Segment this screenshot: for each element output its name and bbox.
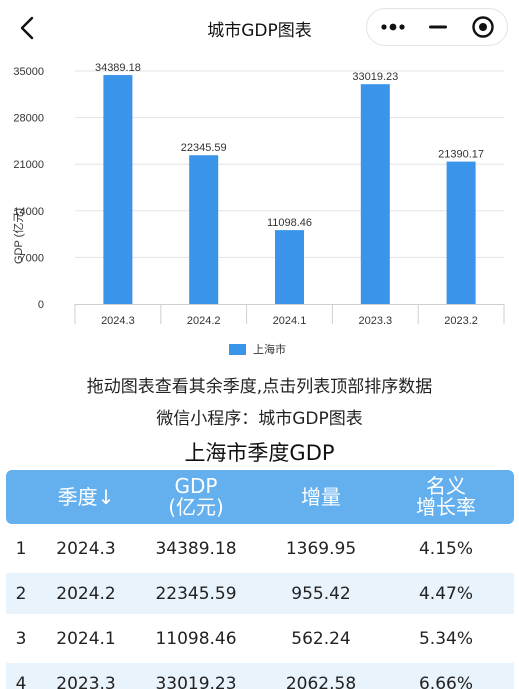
rank-cell: 3 bbox=[15, 628, 27, 649]
rate-column-header[interactable]: 名义 增长率 bbox=[386, 470, 506, 524]
chart-x-tick-label: 2023.2 bbox=[444, 315, 478, 327]
chart-bar[interactable] bbox=[446, 161, 476, 304]
table-row: 4 2023.3 33019.23 2062.58 6.66% bbox=[6, 663, 514, 689]
gdp-cell: 11098.46 bbox=[155, 628, 237, 649]
rate-cell: 4.47% bbox=[418, 583, 473, 604]
gdp-header-label: GDP bbox=[174, 474, 218, 498]
chart-y-tick-label: 35000 bbox=[13, 66, 44, 78]
season-cell: 2023.3 bbox=[56, 673, 116, 689]
chart-x-tick-label: 2023.3 bbox=[358, 315, 392, 327]
chart-value-labels: 34389.18 22345.59 11098.46 33019.23 21390.17 bbox=[95, 62, 484, 229]
table-title: 上海市季度GDP bbox=[184, 441, 335, 465]
rate-cell: 6.66% bbox=[418, 673, 473, 689]
more-button[interactable] bbox=[369, 9, 416, 45]
chart-x-tick-label: 2024.2 bbox=[187, 315, 221, 327]
chart-y-tick-label: 14000 bbox=[13, 206, 44, 218]
growth-cell: 1369.95 bbox=[285, 538, 357, 559]
growth-column-header[interactable]: 增量 bbox=[261, 470, 381, 524]
chart-data-label: 34389.18 bbox=[95, 62, 141, 74]
page-title: 城市GDP图表 bbox=[207, 21, 312, 41]
chart-legend[interactable]: 上海市 bbox=[229, 341, 286, 357]
rate-header-label-1: 名义 bbox=[426, 474, 466, 498]
target-close-icon bbox=[471, 16, 494, 38]
minimize-icon bbox=[428, 25, 447, 29]
gdp-cell: 33019.23 bbox=[155, 673, 237, 689]
season-header-label: 季度↓ bbox=[57, 484, 115, 509]
season-cell: 2024.1 bbox=[56, 628, 116, 649]
back-button[interactable] bbox=[14, 14, 42, 42]
growth-cell: 562.24 bbox=[291, 628, 351, 649]
mini-program-name-text: 微信小程序：城市GDP图表 bbox=[156, 409, 363, 429]
chart-bar[interactable] bbox=[189, 155, 219, 304]
table-row: 1 2024.3 34389.18 1369.95 4.15% bbox=[6, 528, 514, 569]
rank-cell: 1 bbox=[15, 538, 27, 559]
chart-canvas: 0 7000 14000 21000 28000 35000 34389.18 22345.… bbox=[12, 62, 505, 327]
chart-y-axis-label: GDP (亿元) bbox=[12, 208, 25, 264]
rate-cell: 4.15% bbox=[418, 538, 473, 559]
season-cell: 2024.3 bbox=[56, 538, 116, 559]
table-header: 季度↓ GDP (亿元) 增量 名义 增长率 bbox=[6, 470, 514, 524]
legend-swatch bbox=[229, 343, 246, 355]
rate-header-label-2: 增长率 bbox=[416, 495, 476, 519]
growth-cell: 955.42 bbox=[291, 583, 351, 604]
gdp-cell: 34389.18 bbox=[155, 538, 237, 559]
growth-cell: 2062.58 bbox=[285, 673, 357, 689]
chart-x-tick-label: 2024.3 bbox=[101, 315, 135, 327]
chart-bars bbox=[103, 75, 476, 304]
title-bar: 城市GDP图表 bbox=[0, 0, 519, 56]
close-button[interactable] bbox=[459, 9, 506, 45]
rank-cell: 4 bbox=[15, 673, 27, 689]
growth-header-label: 增量 bbox=[301, 484, 341, 509]
chart-x-tick-label: 2024.1 bbox=[273, 315, 307, 327]
rate-cell: 5.34% bbox=[418, 628, 473, 649]
chart-y-tick-label: 0 bbox=[38, 299, 44, 311]
season-column-header[interactable]: 季度↓ bbox=[36, 470, 136, 524]
chevron-left-icon bbox=[20, 16, 34, 40]
gdp-table: 季度↓ GDP (亿元) 增量 名义 增长率 1 2024.3 34389.18… bbox=[6, 470, 514, 689]
chart-y-tick-label: 28000 bbox=[13, 113, 44, 125]
chart-bar[interactable] bbox=[360, 84, 390, 304]
chart-y-ticks: 0 7000 14000 21000 28000 35000 bbox=[13, 66, 44, 311]
drag-hint-text: 拖动图表查看其余季度,点击列表顶部排序数据 bbox=[86, 377, 433, 397]
chart-bar[interactable] bbox=[103, 75, 133, 304]
season-cell: 2024.2 bbox=[56, 583, 116, 604]
table-row: 3 2024.1 11098.46 562.24 5.34% bbox=[6, 618, 514, 659]
gdp-column-header[interactable]: GDP (亿元) bbox=[141, 470, 251, 524]
chart-bar[interactable] bbox=[275, 230, 304, 304]
legend-label: 上海市 bbox=[253, 343, 286, 356]
gdp-cell: 22345.59 bbox=[155, 583, 237, 604]
minimize-button[interactable] bbox=[414, 9, 461, 45]
chart-y-tick-label: 21000 bbox=[13, 159, 44, 171]
chart-data-label: 11098.46 bbox=[267, 217, 312, 229]
chart-data-label: 22345.59 bbox=[181, 142, 227, 154]
chart-y-tick-label: 7000 bbox=[20, 252, 44, 264]
chart-gridlines bbox=[75, 70, 504, 258]
gdp-bar-chart[interactable]: 0 7000 14000 21000 28000 35000 34389.18 22345.… bbox=[0, 56, 519, 366]
gdp-header-unit: (亿元) bbox=[168, 495, 224, 519]
chart-data-label: 33019.23 bbox=[352, 71, 398, 83]
table-row: 2 2024.2 22345.59 955.42 4.47% bbox=[6, 573, 514, 614]
chart-data-label: 21390.17 bbox=[438, 149, 484, 161]
chart-x-axis: 2024.3 2024.2 2024.1 2023.3 2023.2 bbox=[74, 304, 505, 327]
mini-program-capsule bbox=[366, 8, 508, 46]
more-dots-icon bbox=[380, 23, 405, 31]
rank-cell: 2 bbox=[15, 583, 27, 604]
